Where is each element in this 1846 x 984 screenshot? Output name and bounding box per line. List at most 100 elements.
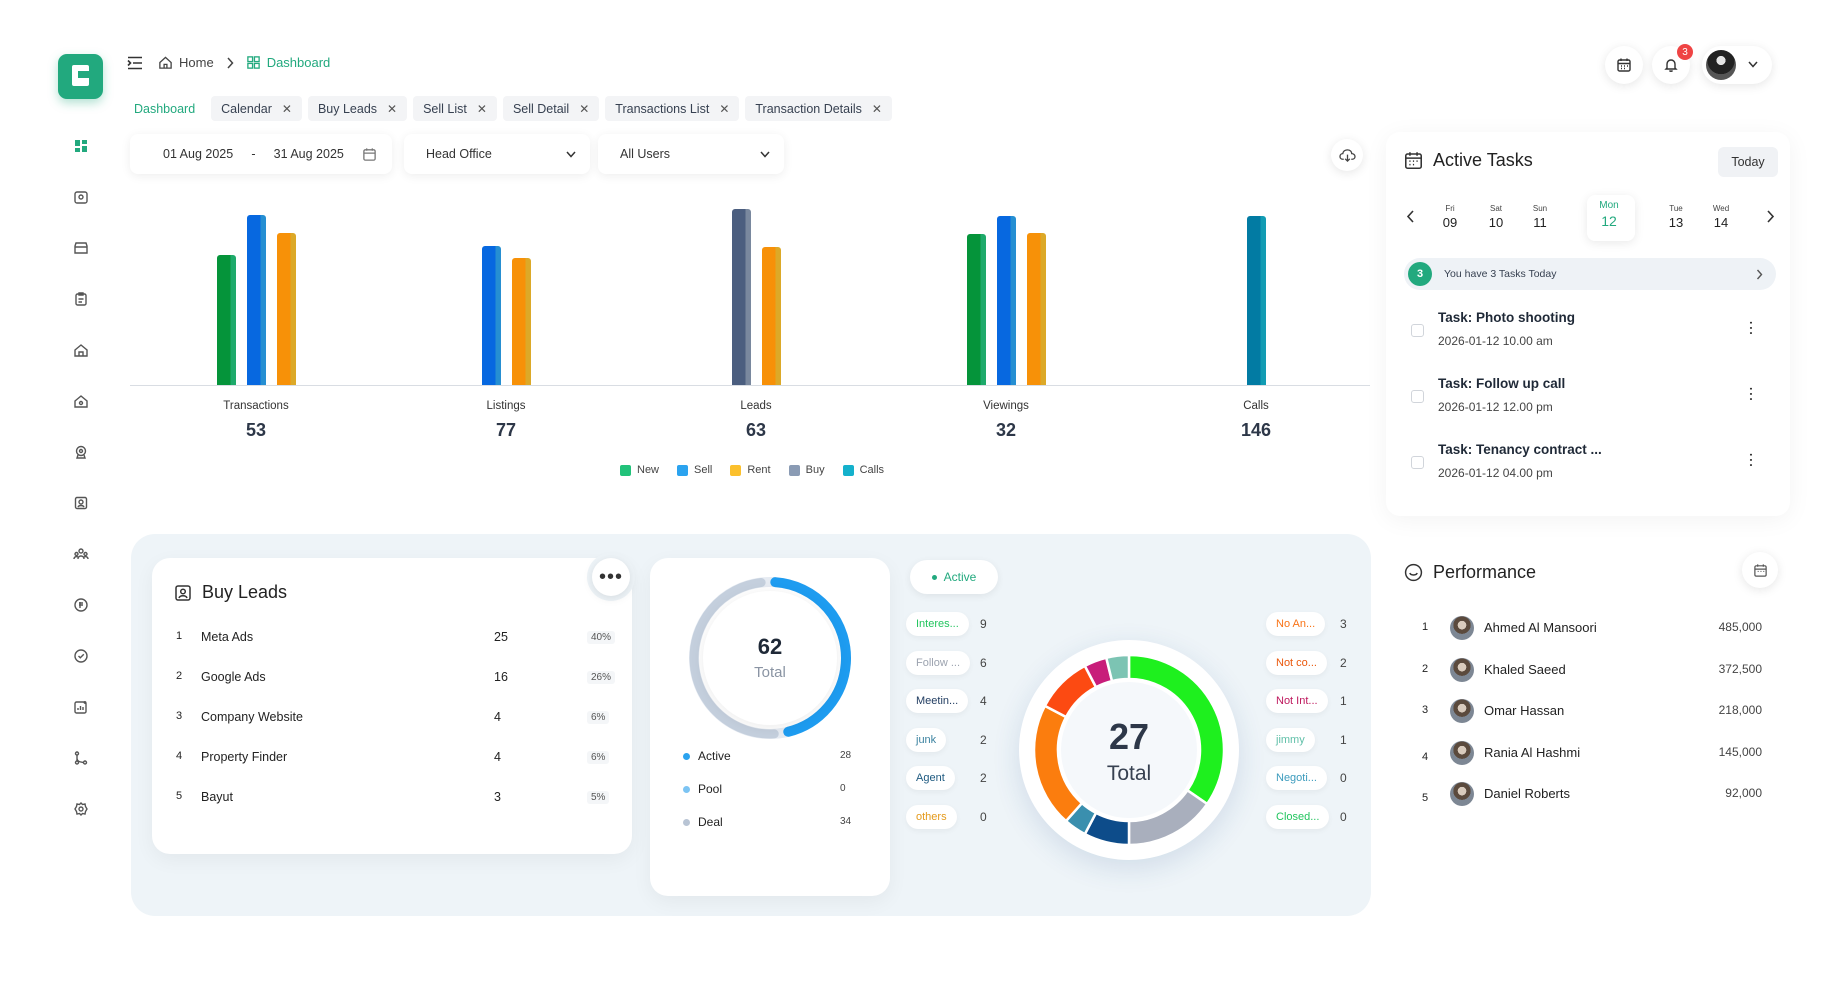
status-pill[interactable]: Not co...: [1266, 650, 1327, 675]
store-icon[interactable]: [68, 235, 94, 261]
more-options-button[interactable]: •••: [592, 558, 630, 596]
status-pill[interactable]: junk: [906, 727, 947, 752]
calendar-button[interactable]: [1605, 46, 1643, 84]
task-item[interactable]: Task: Follow up call 2026-01-12 12.00 pm ⋯: [1404, 372, 1774, 428]
status-count: 2: [980, 771, 987, 785]
tab-sell-detail[interactable]: Sell Detail ✕: [502, 96, 600, 121]
app-logo[interactable]: [58, 54, 103, 99]
leads-icon[interactable]: [68, 184, 94, 210]
bar-viewings-rent[interactable]: [1026, 232, 1046, 385]
bar-listings-rent[interactable]: [511, 257, 531, 385]
task-menu-icon[interactable]: ⋯: [1742, 320, 1759, 336]
status-pill[interactable]: No An...: [1266, 612, 1326, 636]
currency-icon[interactable]: [68, 592, 94, 618]
team-icon[interactable]: [68, 541, 94, 567]
lead-count: 25: [494, 630, 508, 644]
close-icon[interactable]: ✕: [719, 101, 730, 116]
clipboard-icon[interactable]: [68, 286, 94, 312]
prev-week-icon[interactable]: [1406, 210, 1415, 223]
task-menu-icon[interactable]: ⋯: [1742, 386, 1759, 402]
status-pill[interactable]: Closed...: [1266, 804, 1330, 829]
day-mon[interactable]: Mon 12: [1589, 200, 1629, 229]
day-name: Mon: [1599, 200, 1619, 211]
breadcrumb-home[interactable]: Home: [179, 55, 214, 70]
settings-icon[interactable]: [68, 796, 94, 822]
bar-leads-buy[interactable]: [731, 208, 751, 385]
close-icon[interactable]: ✕: [476, 101, 487, 116]
tasks-today-banner[interactable]: 3 You have 3 Tasks Today: [1404, 258, 1776, 290]
status-pill[interactable]: Follow ...: [906, 650, 971, 675]
bar-viewings-sell[interactable]: [996, 216, 1016, 385]
legend-item-rent[interactable]: Rent: [730, 464, 771, 476]
status-pill[interactable]: Not Int...: [1266, 689, 1328, 713]
day-fri[interactable]: Fri 09: [1430, 204, 1470, 230]
legend-item-calls[interactable]: Calls: [842, 464, 884, 476]
task-checkbox[interactable]: [1411, 456, 1424, 469]
performance-row[interactable]: 4 Rania Al Hashmi 145,000: [1422, 739, 1762, 769]
bar-calls-calls[interactable]: [1246, 216, 1266, 385]
performance-row[interactable]: 3 Omar Hassan 218,000: [1422, 697, 1762, 727]
contact-icon[interactable]: [68, 490, 94, 516]
user-menu[interactable]: [1702, 46, 1772, 84]
close-icon[interactable]: ✕: [871, 101, 882, 116]
day-sat[interactable]: Sat 10: [1476, 204, 1516, 230]
task-item[interactable]: Task: Photo shooting 2026-01-12 10.00 am ⋯: [1404, 306, 1774, 362]
legend-item-buy[interactable]: Buy: [788, 464, 825, 476]
ring-item-value: 34: [840, 816, 852, 827]
tab-buy-leads[interactable]: Buy Leads ✕: [307, 96, 408, 121]
status-pill[interactable]: jimmy: [1266, 727, 1315, 752]
agent-name: Rania Al Hashmi: [1484, 744, 1581, 760]
report-icon[interactable]: [68, 694, 94, 720]
chart-legend: New Sell Rent Buy Calls: [620, 464, 884, 476]
task-item[interactable]: Task: Tenancy contract ... 2026-01-12 04.…: [1404, 438, 1774, 494]
workflow-icon[interactable]: [68, 745, 94, 771]
task-checkbox[interactable]: [1411, 390, 1424, 403]
tab-sell-list[interactable]: Sell List ✕: [413, 96, 497, 121]
day-sun[interactable]: Sun 11: [1520, 204, 1560, 230]
dashboard-icon[interactable]: [68, 133, 94, 159]
performance-row[interactable]: 1 Ahmed Al Mansoori 485,000: [1422, 614, 1762, 644]
legend-item-new[interactable]: New: [620, 464, 659, 476]
status-pill[interactable]: Interes...: [906, 612, 969, 636]
status-pill[interactable]: Agent: [906, 766, 955, 790]
tab-dashboard[interactable]: Dashboard: [130, 96, 205, 121]
close-icon[interactable]: ✕: [579, 101, 590, 116]
bar-viewings-new[interactable]: [966, 234, 986, 385]
bar-leads-rent[interactable]: [761, 247, 781, 385]
today-button[interactable]: Today: [1718, 147, 1778, 177]
close-icon[interactable]: ✕: [387, 101, 398, 116]
menu-toggle-icon[interactable]: [127, 56, 143, 70]
users-select[interactable]: All Users: [598, 134, 784, 174]
performance-row[interactable]: 2 Khaled Saeed 372,500: [1422, 656, 1762, 686]
check-circle-icon[interactable]: [68, 643, 94, 669]
property-icon[interactable]: [68, 388, 94, 414]
performance-row[interactable]: 5 Daniel Roberts 92,000: [1422, 780, 1762, 810]
tab-transaction-details[interactable]: Transaction Details ✕: [745, 96, 892, 121]
task-checkbox[interactable]: [1411, 324, 1424, 337]
tab-calendar[interactable]: Calendar ✕: [211, 96, 302, 121]
donut-segment[interactable]: [1104, 653, 1131, 683]
legend-item-sell[interactable]: Sell: [677, 464, 712, 476]
status-pill[interactable]: others: [906, 804, 957, 829]
status-pill[interactable]: Meetin...: [906, 689, 969, 713]
location-icon[interactable]: [68, 439, 94, 465]
office-select[interactable]: Head Office: [404, 134, 590, 174]
date-range-picker[interactable]: 01 Aug 2025 - 31 Aug 2025: [130, 134, 392, 174]
status-filter-pill[interactable]: Active: [910, 560, 998, 594]
download-button[interactable]: [1331, 139, 1363, 171]
user-avatar: [1706, 50, 1736, 80]
tab-transactions-list[interactable]: Transactions List ✕: [605, 96, 740, 121]
day-wed[interactable]: Wed 14: [1701, 204, 1741, 230]
bar-transactions-new[interactable]: [216, 254, 236, 385]
bar-transactions-sell[interactable]: [246, 214, 266, 385]
day-name: Fri: [1445, 204, 1455, 213]
home-icon[interactable]: [68, 337, 94, 363]
bar-transactions-rent[interactable]: [276, 232, 296, 385]
performance-calendar-button[interactable]: [1742, 552, 1778, 588]
day-tue[interactable]: Tue 13: [1656, 204, 1696, 230]
close-icon[interactable]: ✕: [281, 101, 292, 116]
next-week-icon[interactable]: [1766, 210, 1775, 223]
bar-listings-sell[interactable]: [481, 245, 501, 385]
task-menu-icon[interactable]: ⋯: [1742, 452, 1759, 468]
status-pill[interactable]: Negoti...: [1266, 766, 1327, 790]
